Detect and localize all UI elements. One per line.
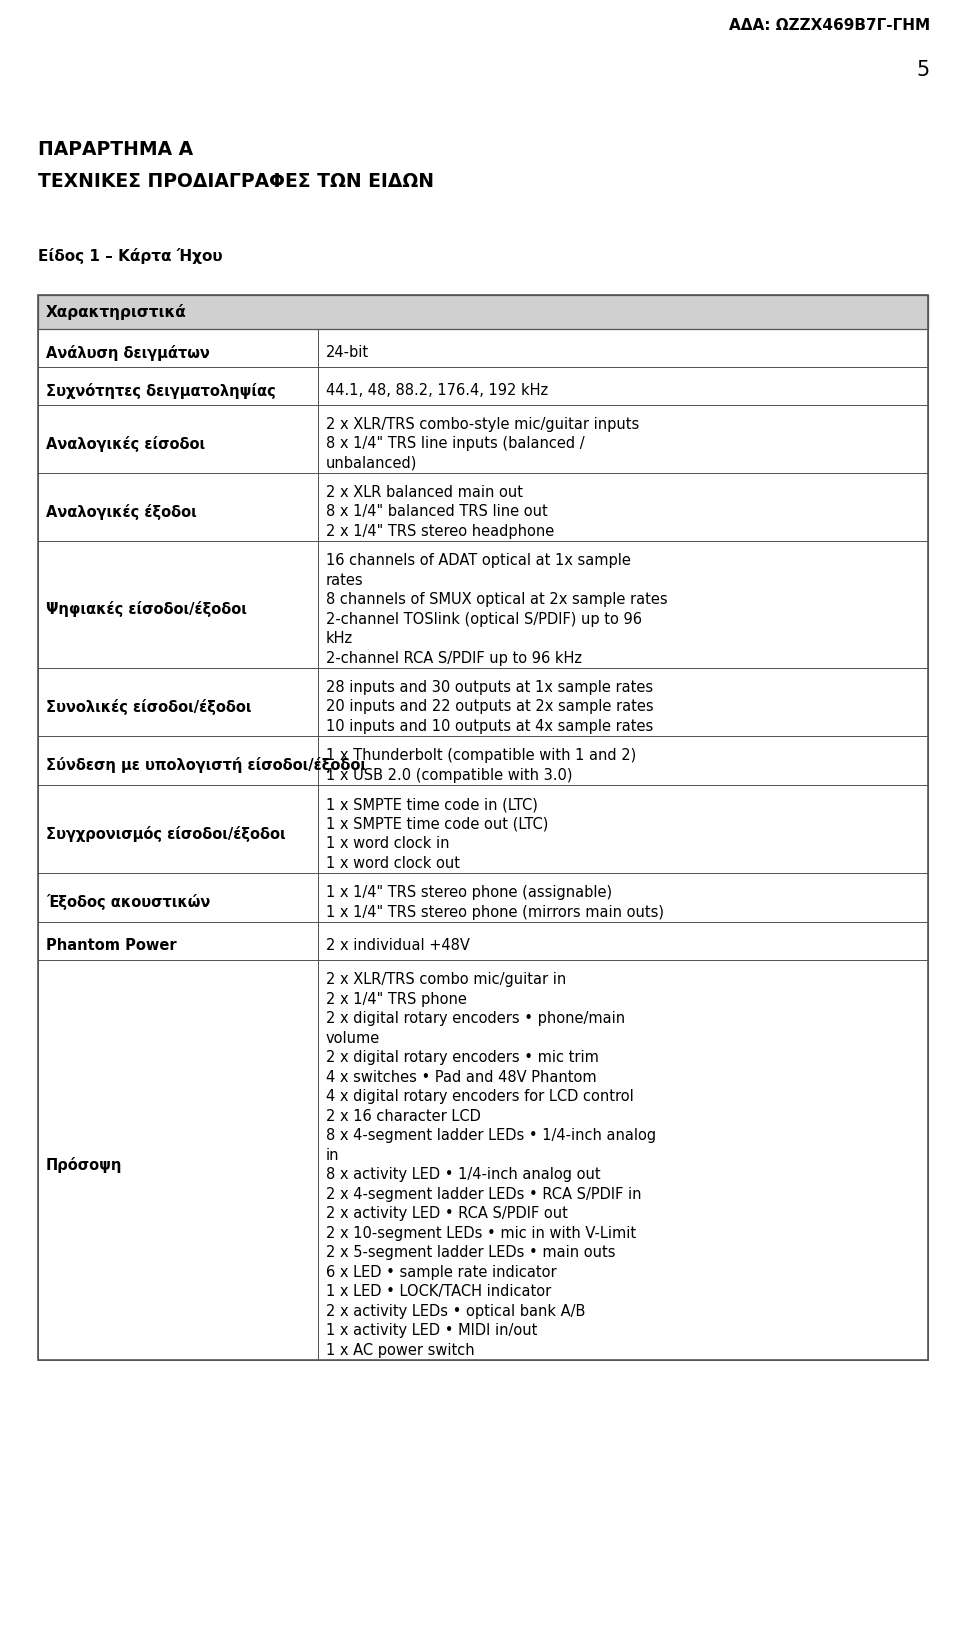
Bar [38,785,318,872]
Text: 8 x 4-segment ladder LEDs • 1/4-inch analog: 8 x 4-segment ladder LEDs • 1/4-inch ana… [326,1128,656,1143]
Bar [38,922,318,960]
Bar [38,960,318,1360]
Text: 1 x word clock out: 1 x word clock out [326,856,460,871]
Text: 2-channel TOSlink (optical S/PDIF) up to 96: 2-channel TOSlink (optical S/PDIF) up to… [326,611,642,626]
Text: in: in [326,1148,340,1163]
Text: 2 x activity LEDs • optical bank A/B: 2 x activity LEDs • optical bank A/B [326,1303,586,1318]
Text: 10 inputs and 10 outputs at 4x sample rates: 10 inputs and 10 outputs at 4x sample ra… [326,719,653,733]
Text: 2 x XLR/TRS combo-style mic/guitar inputs: 2 x XLR/TRS combo-style mic/guitar input… [326,416,639,431]
Text: 1 x SMPTE time code in (LTC): 1 x SMPTE time code in (LTC) [326,798,538,813]
Text: 1 x LED • LOCK/TACH indicator: 1 x LED • LOCK/TACH indicator [326,1284,551,1298]
Text: 2 x XLR/TRS combo mic/guitar in: 2 x XLR/TRS combo mic/guitar in [326,971,566,988]
Text: 2 x XLR balanced main out: 2 x XLR balanced main out [326,486,523,501]
Text: Αναλογικές είσοδοι: Αναλογικές είσοδοι [46,436,205,453]
Text: 4 x digital rotary encoders for LCD control: 4 x digital rotary encoders for LCD cont… [326,1089,634,1104]
Text: 1 x 1/4" TRS stereo phone (mirrors main outs): 1 x 1/4" TRS stereo phone (mirrors main … [326,905,664,920]
Text: 44.1, 48, 88.2, 176.4, 192 kHz: 44.1, 48, 88.2, 176.4, 192 kHz [326,383,548,398]
Text: 2 x 5-segment ladder LEDs • main outs: 2 x 5-segment ladder LEDs • main outs [326,1246,615,1260]
Text: 24-bit: 24-bit [326,345,370,360]
Text: 2 x digital rotary encoders • phone/main: 2 x digital rotary encoders • phone/main [326,1011,625,1026]
Text: 2-channel RCA S/PDIF up to 96 kHz: 2-channel RCA S/PDIF up to 96 kHz [326,651,582,666]
Bar [38,405,318,472]
Bar [38,667,318,737]
Bar [318,922,928,960]
Bar [318,872,928,922]
Text: rates: rates [326,573,364,588]
Bar [318,785,928,872]
Text: 1 x word clock in: 1 x word clock in [326,836,449,851]
Text: 2 x 4-segment ladder LEDs • RCA S/PDIF in: 2 x 4-segment ladder LEDs • RCA S/PDIF i… [326,1186,641,1201]
Text: 2 x individual +48V: 2 x individual +48V [326,938,469,953]
Bar [318,667,928,737]
Bar [318,367,928,405]
Bar [38,367,318,405]
Bar [318,960,928,1360]
Text: Συγχρονισμός είσοδοι/έξοδοι: Συγχρονισμός είσοδοι/έξοδοι [46,826,286,843]
Text: Χαρακτηριστικά: Χαρακτηριστικά [46,304,187,320]
Text: 8 x 1/4" TRS line inputs (balanced /: 8 x 1/4" TRS line inputs (balanced / [326,436,585,451]
Text: unbalanced): unbalanced) [326,456,418,471]
Text: Συνολικές είσοδοι/έξοδοι: Συνολικές είσοδοι/έξοδοι [46,699,252,715]
Text: Είδος 1 – Κάρτα Ήχου: Είδος 1 – Κάρτα Ήχου [38,248,223,264]
Bar [38,872,318,922]
Text: 28 inputs and 30 outputs at 1x sample rates: 28 inputs and 30 outputs at 1x sample ra… [326,681,653,695]
Text: 8 x 1/4" balanced TRS line out: 8 x 1/4" balanced TRS line out [326,504,548,519]
Bar [38,737,318,785]
Text: Συχνότητες δειγματοληψίας: Συχνότητες δειγματοληψίας [46,383,276,398]
Bar [38,296,928,1360]
Text: Ανάλυση δειγμάτων: Ανάλυση δειγμάτων [46,345,209,360]
Text: 6 x LED • sample rate indicator: 6 x LED • sample rate indicator [326,1265,557,1280]
Text: volume: volume [326,1031,380,1046]
Bar [38,296,928,329]
Text: 8 channels of SMUX optical at 2x sample rates: 8 channels of SMUX optical at 2x sample … [326,591,667,608]
Text: kHz: kHz [326,631,353,646]
Text: 5: 5 [917,59,930,79]
Text: Έξοδος ακουστικών: Έξοδος ακουστικών [46,894,210,910]
Text: 2 x digital rotary encoders • mic trim: 2 x digital rotary encoders • mic trim [326,1051,599,1066]
Text: 1 x 1/4" TRS stereo phone (assignable): 1 x 1/4" TRS stereo phone (assignable) [326,885,612,900]
Bar [38,296,928,329]
Text: 2 x 10-segment LEDs • mic in with V-Limit: 2 x 10-segment LEDs • mic in with V-Limi… [326,1226,636,1241]
Bar [38,472,318,540]
Bar [318,540,928,667]
Text: 2 x activity LED • RCA S/PDIF out: 2 x activity LED • RCA S/PDIF out [326,1206,568,1221]
Text: 2 x 1/4" TRS phone: 2 x 1/4" TRS phone [326,991,467,1006]
Text: 1 x USB 2.0 (compatible with 3.0): 1 x USB 2.0 (compatible with 3.0) [326,768,572,783]
Bar [38,329,318,367]
Text: 16 channels of ADAT optical at 1x sample: 16 channels of ADAT optical at 1x sample [326,553,631,568]
Text: 2 x 1/4" TRS stereo headphone: 2 x 1/4" TRS stereo headphone [326,524,554,539]
Text: 2 x 16 character LCD: 2 x 16 character LCD [326,1108,481,1123]
Bar [318,329,928,367]
Text: 1 x Thunderbolt (compatible with 1 and 2): 1 x Thunderbolt (compatible with 1 and 2… [326,748,636,763]
Text: 1 x SMPTE time code out (LTC): 1 x SMPTE time code out (LTC) [326,816,548,831]
Text: Ψηφιακές είσοδοι/έξοδοι: Ψηφιακές είσοδοι/έξοδοι [46,601,247,618]
Text: Phantom Power: Phantom Power [46,938,177,953]
Text: ΠΑΡΑΡΤΗΜΑ Α: ΠΑΡΑΡΤΗΜΑ Α [38,140,193,159]
Text: ΤΕΧΝΙΚΕΣ ΠΡΟΔΙΑΓΡΑΦΕΣ ΤΩΝ ΕΙΔΩΝ: ΤΕΧΝΙΚΕΣ ΠΡΟΔΙΑΓΡΑΦΕΣ ΤΩΝ ΕΙΔΩΝ [38,172,434,192]
Text: Σύνδεση με υπολογιστή είσοδοι/έξοδοι: Σύνδεση με υπολογιστή είσοδοι/έξοδοι [46,757,366,773]
Text: 20 inputs and 22 outputs at 2x sample rates: 20 inputs and 22 outputs at 2x sample ra… [326,699,654,714]
Bar [318,472,928,540]
Text: 1 x AC power switch: 1 x AC power switch [326,1343,474,1358]
Bar [38,540,318,667]
Bar [318,405,928,472]
Text: Αναλογικές έξοδοι: Αναλογικές έξοδοι [46,504,197,520]
Bar [318,737,928,785]
Text: Πρόσοψη: Πρόσοψη [46,1156,122,1173]
Text: ΑΔΑ: ΩΖΖΧ469Β7Γ-ΓΗΜ: ΑΔΑ: ΩΖΖΧ469Β7Γ-ΓΗΜ [729,18,930,33]
Text: 4 x switches • Pad and 48V Phantom: 4 x switches • Pad and 48V Phantom [326,1069,596,1085]
Text: 8 x activity LED • 1/4-inch analog out: 8 x activity LED • 1/4-inch analog out [326,1166,601,1183]
Text: 1 x activity LED • MIDI in/out: 1 x activity LED • MIDI in/out [326,1323,538,1338]
